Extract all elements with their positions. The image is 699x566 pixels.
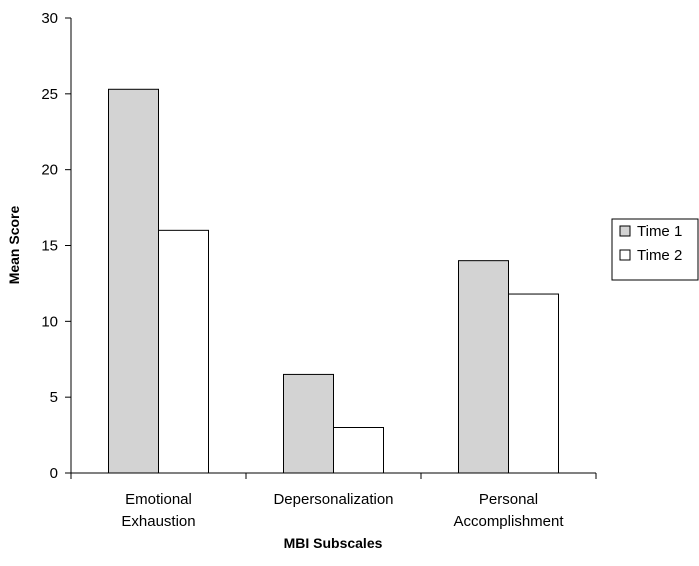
- legend-label: Time 1: [637, 223, 682, 240]
- category-label-line: Depersonalization: [273, 491, 393, 508]
- y-tick-label: 5: [50, 389, 58, 406]
- legend-label: Time 2: [637, 247, 682, 264]
- category-label: Personal Accomplishment: [453, 491, 564, 530]
- bar-time-1: [108, 88, 159, 474]
- category-label-line: Exhaustion: [121, 513, 195, 530]
- y-tick-label: 20: [41, 162, 58, 179]
- category-labels: Emotional Exhaustion Depersonalization Pers…: [121, 491, 564, 530]
- y-axis: 0 5 10 15 20 25 30: [41, 10, 72, 482]
- legend-swatch: [619, 249, 631, 261]
- category-label: Emotional Exhaustion: [121, 491, 195, 530]
- category-label-line: Emotional: [125, 491, 192, 508]
- bar-time-1: [283, 373, 334, 474]
- category-label-line: Personal: [479, 491, 538, 508]
- legend: Time 1 Time 2: [611, 218, 699, 281]
- legend-items: Time 1 Time 2: [619, 223, 682, 264]
- bar-time-2: [333, 427, 384, 474]
- bar-time-2: [158, 229, 209, 474]
- y-tick-label: 25: [41, 86, 58, 103]
- y-tick-label: 0: [50, 465, 58, 482]
- category-label-line: Accomplishment: [453, 513, 564, 530]
- bar-time-1: [458, 260, 509, 474]
- y-tick-label: 30: [41, 10, 58, 27]
- bars: [108, 88, 559, 474]
- category-label: Depersonalization: [273, 491, 393, 508]
- x-axis: [70, 472, 597, 479]
- y-tick-label: 15: [41, 238, 58, 255]
- bar-time-2: [508, 293, 559, 474]
- legend-swatch: [619, 225, 631, 237]
- y-axis-title: Mean Score: [6, 205, 22, 284]
- x-axis-title: MBI Subscales: [284, 535, 383, 551]
- y-tick-label: 10: [41, 313, 58, 330]
